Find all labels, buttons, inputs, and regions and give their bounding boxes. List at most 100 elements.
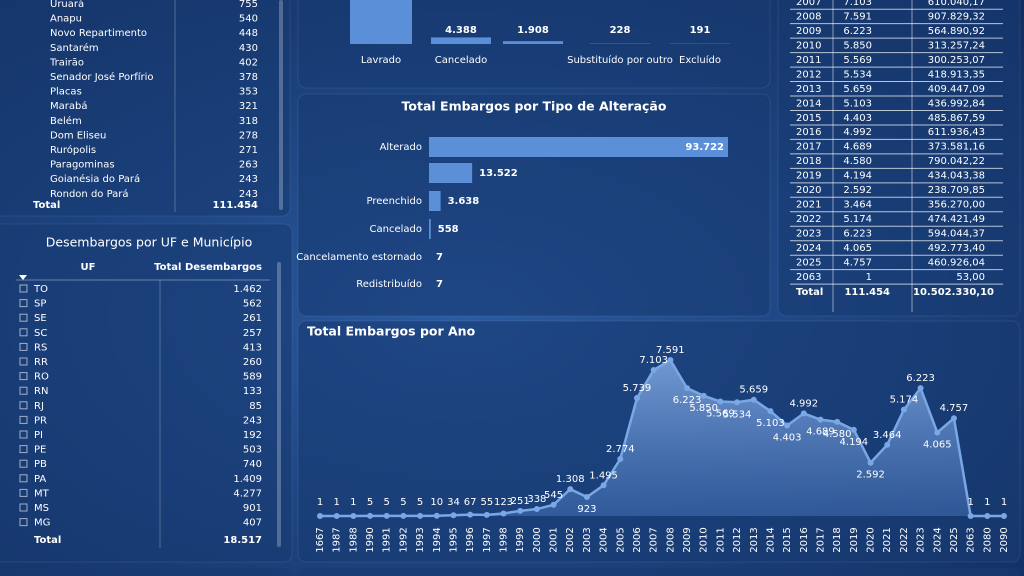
point: [483, 511, 490, 518]
expand-icon[interactable]: [19, 342, 28, 351]
x-tick-label: 2002: [565, 527, 576, 552]
data-label: 5: [384, 497, 390, 508]
cell: 460.926,04: [928, 257, 985, 268]
expand-icon[interactable]: [19, 313, 28, 322]
cell: 238.709,85: [928, 185, 985, 196]
point: [550, 501, 557, 508]
point: [350, 512, 357, 519]
cell: 2024: [796, 243, 821, 254]
cell: 5.174: [843, 214, 872, 225]
y-tick-label: Preenchido: [367, 196, 422, 207]
x-tick-label: 2018: [832, 527, 843, 552]
expand-icon[interactable]: [19, 284, 28, 293]
x-tick-label: 1997: [482, 527, 493, 552]
bar: [429, 191, 441, 211]
cell: Rurópolis: [50, 144, 96, 156]
point: [633, 395, 640, 402]
x-tick-label: 2015: [782, 527, 793, 552]
x-tick-label: 2005: [615, 527, 626, 552]
x-tick-label: 2003: [582, 527, 593, 552]
expand-icon[interactable]: [19, 386, 28, 395]
expand-icon[interactable]: [19, 328, 28, 337]
point: [700, 392, 707, 399]
cell: 485.867,59: [928, 113, 985, 124]
expand-icon[interactable]: [19, 503, 28, 512]
cell: 901: [243, 503, 262, 514]
panel: [0, 223, 293, 563]
cell: Senador José Porfírio: [50, 71, 154, 83]
point: [850, 426, 857, 433]
cell: RO: [34, 372, 49, 383]
data-label: 4.065: [923, 439, 952, 450]
cell: 755: [239, 0, 258, 10]
point: [800, 410, 807, 417]
x-tick-label: 2063: [966, 527, 977, 552]
expand-icon[interactable]: [19, 299, 28, 308]
cell: PA: [34, 474, 46, 485]
x-tick-label: 1988: [348, 527, 359, 552]
x-tick-label: 2012: [732, 527, 743, 552]
expand-icon[interactable]: [19, 430, 28, 439]
column-header[interactable]: UF: [81, 262, 96, 273]
cell: 261: [243, 313, 262, 324]
x-tick-label: 1667: [315, 527, 326, 552]
area: [320, 360, 1004, 516]
data-label: 1: [350, 497, 356, 508]
point: [467, 511, 474, 518]
cell: Belém: [50, 115, 82, 127]
data-label: 1: [967, 497, 973, 508]
cell: RN: [34, 386, 48, 397]
data-label: 5.174: [890, 395, 919, 406]
cell: TO: [33, 284, 48, 295]
cell: 1.462: [233, 284, 262, 295]
x-tick-label: 2022: [899, 527, 910, 552]
cell: 373.581,16: [928, 142, 985, 153]
expand-icon[interactable]: [19, 488, 28, 497]
point: [734, 399, 741, 406]
point: [433, 512, 440, 519]
expand-icon[interactable]: [19, 518, 28, 527]
sort-indicator[interactable]: [19, 275, 27, 280]
cell: MT: [34, 488, 50, 499]
x-tick-label: 2000: [532, 527, 543, 552]
bar: [429, 137, 728, 157]
cell: MG: [34, 518, 50, 529]
x-tick-label: 1990: [365, 527, 376, 552]
scrollbar[interactable]: [279, 0, 283, 210]
x-tick-label: 2023: [916, 527, 927, 552]
data-label: 1: [1001, 497, 1007, 508]
panel: [0, 0, 291, 217]
cell: 448: [239, 28, 258, 39]
cell: Placas: [50, 87, 82, 98]
cell: 243: [239, 189, 258, 200]
data-label: 251: [511, 496, 530, 507]
expand-icon[interactable]: [19, 357, 28, 366]
cell: 434.043,38: [928, 171, 985, 182]
cell: 430: [239, 43, 258, 54]
expand-icon[interactable]: [19, 415, 28, 424]
point: [867, 459, 874, 466]
cell: 263: [239, 160, 258, 171]
data-label: 7: [436, 252, 443, 263]
point: [767, 408, 774, 415]
cell: 2063: [796, 272, 821, 283]
expand-icon[interactable]: [19, 459, 28, 468]
point: [717, 398, 724, 405]
scrollbar[interactable]: [277, 262, 281, 547]
data-label: 338: [527, 494, 546, 505]
expand-icon[interactable]: [19, 401, 28, 410]
cell: 409.447,09: [928, 84, 985, 95]
column-header[interactable]: Total Desembargos: [154, 262, 262, 273]
total-cell: 18.517: [223, 535, 262, 546]
cell: 257: [243, 328, 262, 339]
cell: Novo Repartimento: [50, 28, 147, 39]
point: [934, 429, 941, 436]
y-tick-label: Cancelado: [370, 224, 422, 235]
cell: 564.890,92: [928, 26, 985, 37]
expand-icon[interactable]: [19, 474, 28, 483]
expand-icon[interactable]: [19, 445, 28, 454]
expand-icon[interactable]: [19, 372, 28, 381]
point: [383, 512, 390, 519]
cell: 321: [239, 101, 258, 112]
